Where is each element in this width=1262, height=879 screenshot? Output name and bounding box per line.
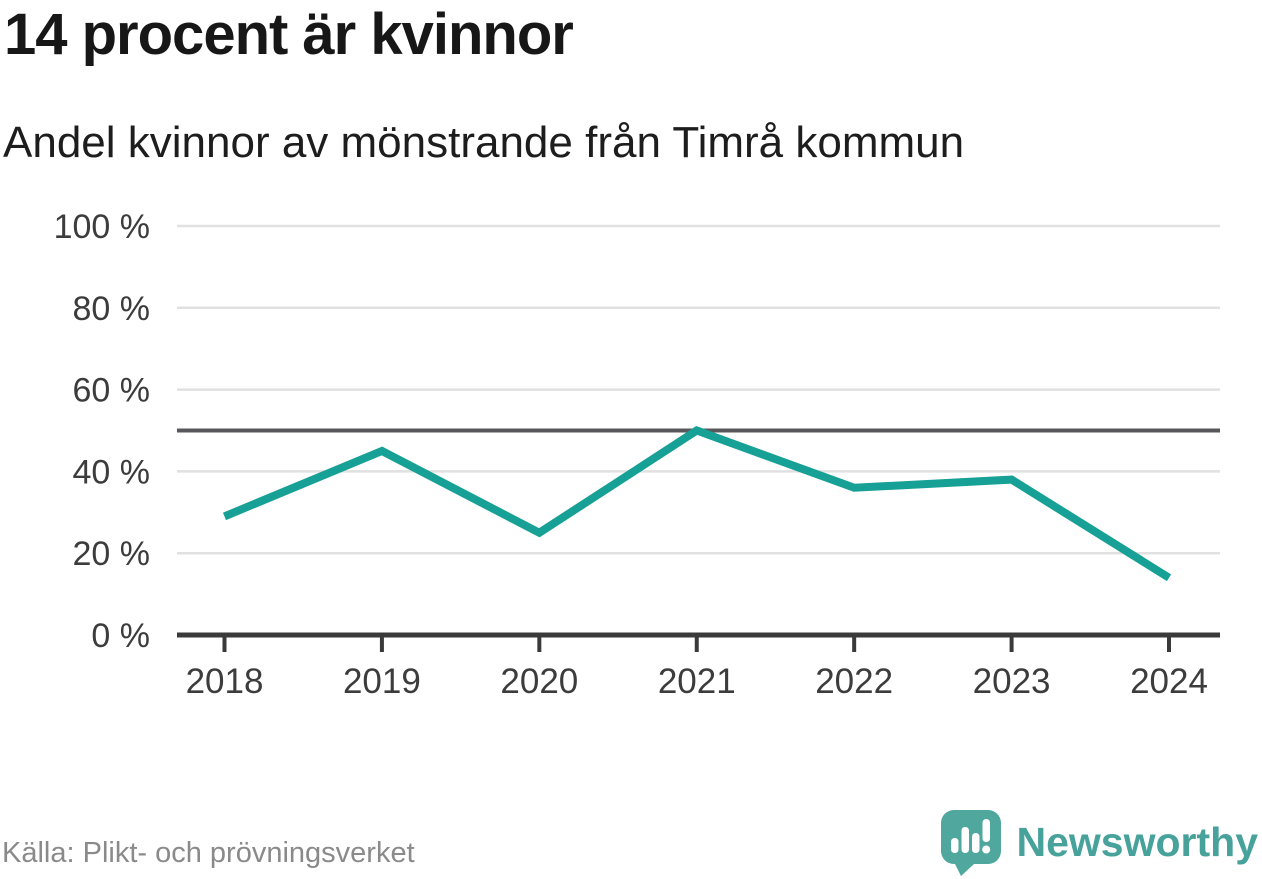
- source-note: Källa: Plikt- och prövningsverket: [2, 837, 415, 869]
- x-axis-label: 2018: [186, 662, 264, 701]
- data-line-share-of-women: [222, 426, 1172, 582]
- x-axis-label: 2021: [658, 662, 736, 701]
- newsworthy-logo-icon: [940, 810, 1001, 876]
- x-axis-label: 2019: [343, 662, 421, 701]
- y-axis-label: 100 %: [54, 208, 150, 246]
- y-axis-label: 60 %: [73, 372, 151, 410]
- y-axis-label: 40 %: [73, 453, 151, 491]
- x-axis-label: 2024: [1130, 662, 1208, 701]
- y-axis-label: 80 %: [73, 290, 151, 328]
- line-chart: 0 % 20 % 40 % 60 % 80 % 100 % 2018 2019 2020 2021…: [0, 195, 1262, 715]
- newsworthy-logo: Newsworthy: [939, 808, 1259, 876]
- chart-title: 14 procent är kvinnor: [4, 2, 574, 67]
- y-axis-label: 20 %: [73, 535, 151, 573]
- logo-bar-chart-glyph: [950, 819, 990, 854]
- newsworthy-logo-text: Newsworthy: [1016, 818, 1259, 865]
- chart-subtitle: Andel kvinnor av mönstrande från Timrå k…: [3, 118, 965, 167]
- y-axis-label: 0 %: [91, 617, 150, 655]
- x-axis-label: 2023: [973, 662, 1051, 701]
- chart-canvas: 0 % 20 % 40 % 60 % 80 % 100 % 2018 2019 2020 2021…: [54, 208, 1220, 701]
- x-axis-label: 2020: [500, 662, 578, 701]
- x-axis-label: 2022: [815, 662, 893, 701]
